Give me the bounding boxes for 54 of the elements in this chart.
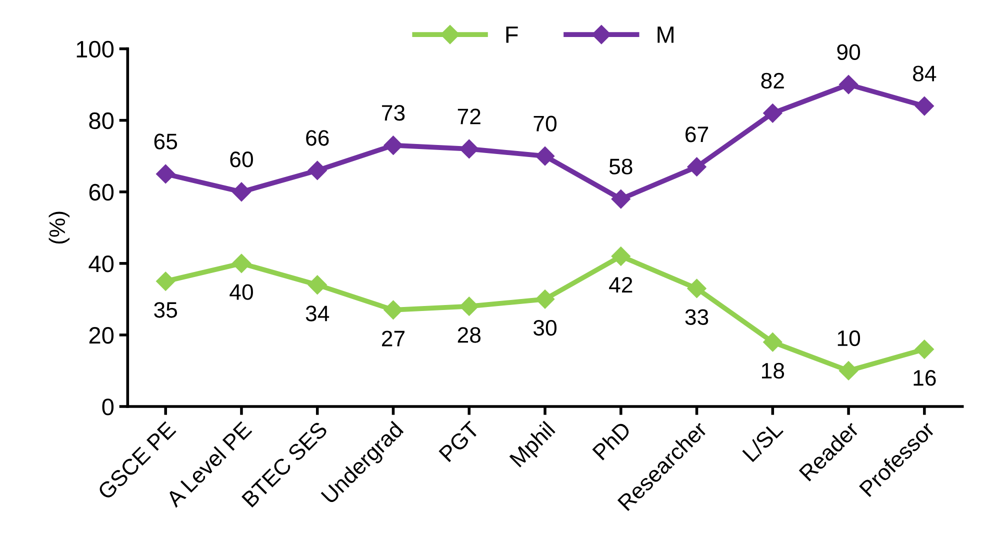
- point: [156, 272, 176, 291]
- data-label: 10: [838, 330, 860, 346]
- data-label: 42: [609, 277, 632, 293]
- y-tick-label: 100: [76, 40, 114, 58]
- data-label: 90: [837, 44, 860, 60]
- point: [763, 104, 782, 123]
- data-label: 66: [306, 130, 329, 146]
- y-tick-label: 40: [88, 255, 114, 272]
- point: [839, 361, 858, 380]
- data-label: 60: [230, 152, 253, 168]
- data-label: 40: [230, 284, 253, 300]
- data-label: 34: [306, 306, 330, 322]
- point: [611, 189, 630, 209]
- point: [308, 160, 327, 180]
- data-label: 27: [382, 330, 404, 346]
- data-label: 58: [609, 158, 632, 174]
- data-label: 67: [686, 126, 708, 142]
- y-tick-label: 20: [89, 327, 114, 344]
- data-label: 70: [534, 116, 556, 132]
- x-tick-label: L/SL: [742, 420, 784, 462]
- data-label: 72: [458, 108, 480, 124]
- point: [687, 278, 706, 298]
- data-label: 35: [154, 302, 178, 318]
- y-tick-label: 0: [102, 398, 114, 416]
- point: [156, 164, 176, 184]
- data-label: 28: [458, 327, 481, 343]
- legend-label: F: [506, 26, 518, 43]
- data-label: 18: [762, 362, 784, 379]
- data-label: 33: [685, 309, 708, 325]
- point: [687, 157, 706, 176]
- y-tick-label: 60: [89, 184, 114, 201]
- data-label: 84: [913, 66, 936, 82]
- data-label: 30: [534, 320, 556, 336]
- point: [611, 246, 630, 266]
- point: [308, 275, 327, 294]
- point: [460, 296, 479, 316]
- data-label: 82: [761, 72, 784, 89]
- point: [914, 340, 934, 359]
- point: [232, 254, 252, 273]
- point: [384, 136, 403, 155]
- legend-label: M: [658, 26, 674, 43]
- point: [763, 332, 782, 352]
- y-tick-label: 80: [89, 112, 114, 130]
- point: [460, 139, 479, 158]
- y-axis-title: (%): [48, 212, 70, 244]
- point: [839, 75, 858, 94]
- point: [384, 300, 403, 320]
- data-label: 65: [154, 134, 178, 150]
- point: [232, 182, 252, 202]
- data-label: 16: [914, 370, 936, 386]
- point: [535, 146, 555, 166]
- data-label: 73: [382, 105, 405, 121]
- point: [914, 96, 934, 116]
- point: [535, 290, 555, 309]
